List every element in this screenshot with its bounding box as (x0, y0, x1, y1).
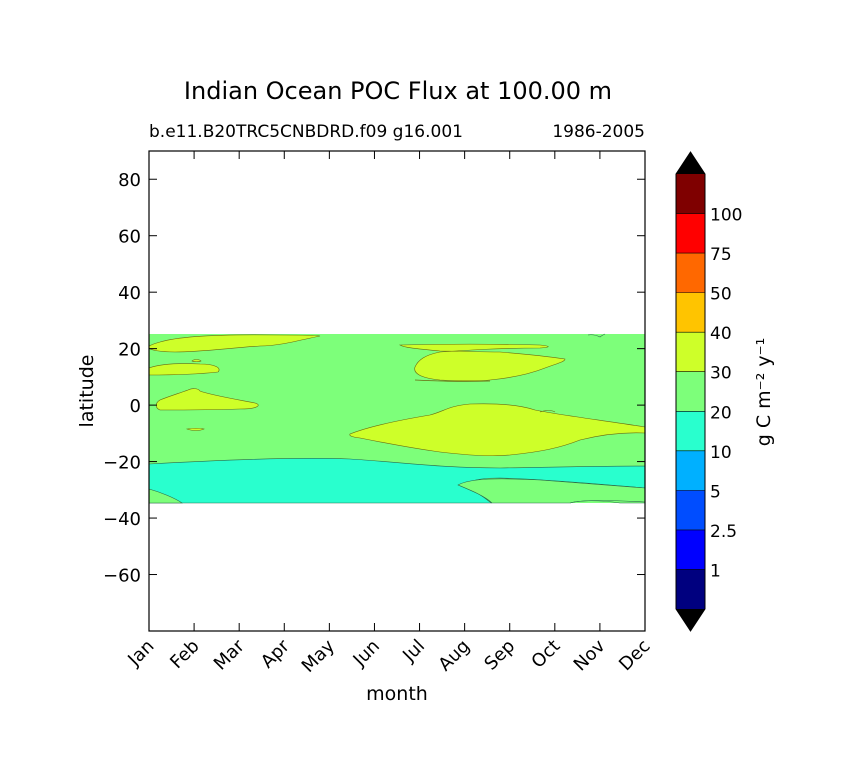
colorbar-level-label: 50 (710, 285, 732, 305)
colorbar: 1 2.5 5 10 20 30 40 50 75 100 (675, 151, 742, 632)
contour-patch-small (185, 427, 205, 431)
y-axis-label: latitude (76, 355, 98, 428)
contour-region-20-30-south (148, 488, 183, 504)
x-tick-label: Jun (349, 636, 384, 671)
contour-line-jul (414, 379, 491, 382)
colorbar-segment (676, 371, 705, 412)
x-tick-label: Nov (570, 635, 610, 675)
y-tick-label: 0 (130, 396, 141, 417)
x-tick-label: Sep (480, 636, 519, 675)
x-tick-label: Aug (434, 636, 474, 676)
x-tick-label: Apr (257, 635, 294, 672)
colorbar-segment (676, 213, 705, 254)
colorbar-extend-over (676, 152, 705, 174)
x-tick-label: Jul (398, 636, 429, 667)
colorbar-level-label: 30 (710, 364, 732, 384)
colorbar-level-label: 100 (710, 206, 742, 226)
plot-frame (148, 150, 646, 632)
y-tick-label: −20 (103, 453, 141, 474)
y-tick-label: 20 (118, 340, 141, 361)
y-tick-label: 80 (118, 170, 141, 191)
colorbar-level-label: 1 (710, 561, 721, 581)
colorbar-segment (676, 529, 705, 570)
x-tick-label: Jan (123, 636, 158, 671)
colorbar-frame (675, 151, 706, 632)
plot-area: 80 60 40 20 0 −20 −40 −60 Jan Feb Mar Apr May Jun Jul… (103, 150, 655, 677)
y-tick-label: −60 (103, 566, 141, 587)
colorbar-segment (676, 450, 705, 491)
contour-line-south-small (539, 410, 556, 413)
colorbar-level-label: 40 (710, 324, 732, 344)
chart-subtitle-left: b.e11.B20TRC5CNBDRD.f09 g16.001 (149, 122, 463, 142)
colorbar-segment (676, 490, 705, 530)
x-tick-label: Dec (615, 636, 654, 675)
x-tick-label: May (298, 635, 339, 676)
y-tick-label: 40 (118, 283, 141, 304)
y-tick-label: 60 (118, 227, 141, 248)
contour-line-nov (587, 333, 606, 338)
contour-line-south (569, 500, 646, 504)
x-tick-label: Oct (527, 636, 564, 673)
colorbar-segment (676, 569, 705, 609)
y-tick-label: −40 (103, 509, 141, 530)
x-tick-label: Feb (166, 636, 203, 673)
colorbar-level-label: 20 (710, 403, 732, 423)
colorbar-segment (676, 411, 705, 451)
y-axis-ticks: 80 60 40 20 0 −20 −40 −60 (103, 170, 645, 587)
colorbar-segment (676, 174, 705, 214)
colorbar-level-label: 2.5 (710, 522, 737, 542)
colorbar-extend-under (676, 609, 705, 631)
colorbar-segment (676, 253, 705, 293)
chart-subtitle-right: 1986-2005 (552, 122, 645, 142)
contour-patch-north-2 (148, 363, 220, 376)
colorbar-segment (676, 292, 705, 333)
contour-patch-north-3 (191, 359, 202, 363)
colorbar-level-label: 75 (710, 245, 732, 265)
x-tick-label: Mar (210, 635, 249, 674)
contour-patch-jul-nov-north (398, 343, 566, 382)
contour-patch-equator (155, 388, 259, 411)
colorbar-segment (676, 332, 705, 372)
chart-title: Indian Ocean POC Flux at 100.00 m (184, 77, 612, 105)
colorbar-label: g C m⁻² y⁻¹ (753, 338, 775, 447)
colorbar-level-label: 10 (710, 443, 732, 463)
contour-patch-south (349, 403, 646, 457)
colorbar-level-label: 5 (710, 482, 721, 502)
x-axis-label: month (366, 683, 428, 705)
